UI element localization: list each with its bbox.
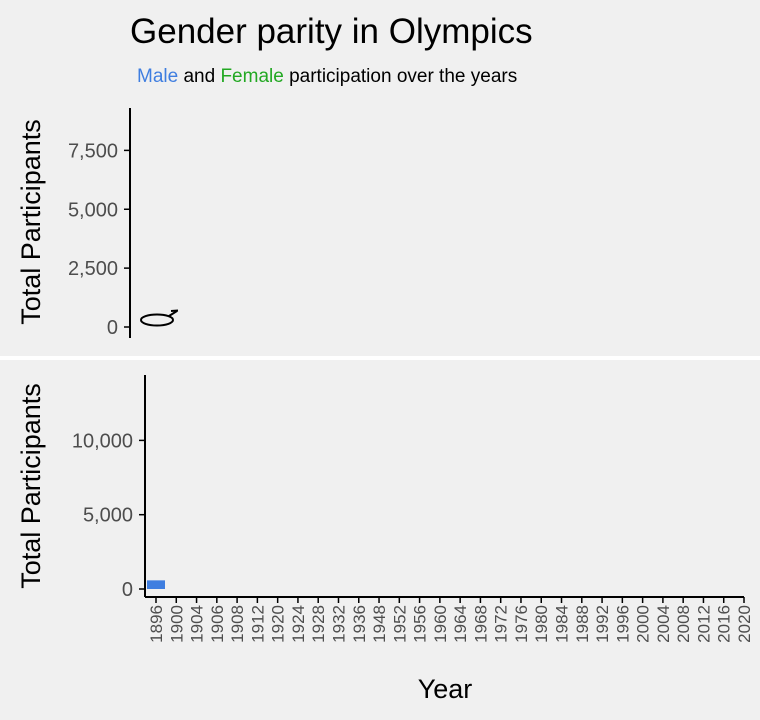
x-tick-label: 1932 — [329, 605, 348, 643]
x-tick-label: 1912 — [248, 605, 267, 643]
x-tick-label: 1972 — [492, 605, 511, 643]
chart-subtitle: Male and Female participation over the y… — [137, 66, 517, 88]
x-tick-label: 1996 — [613, 605, 632, 643]
x-tick-label: 1920 — [269, 605, 288, 643]
x-tick-label: 1964 — [451, 605, 470, 643]
x-tick-label: 1960 — [431, 605, 450, 643]
x-tick-label: 2020 — [735, 605, 754, 643]
chart-title: Gender parity in Olympics — [130, 12, 533, 51]
bottom-y-tick-label: 10,000 — [72, 430, 133, 452]
x-tick-label: 1948 — [370, 605, 389, 643]
x-tick-label: 2004 — [654, 605, 673, 643]
x-tick-label: 1968 — [471, 605, 490, 643]
x-tick-label: 1988 — [573, 605, 592, 643]
x-axis-title: Year — [418, 674, 473, 704]
male-symbol-icon — [140, 309, 179, 327]
subtitle-male-word: Male — [137, 66, 179, 87]
bottom-y-tick-label: 5,000 — [83, 505, 133, 527]
top-y-tick-label: 2,500 — [68, 258, 118, 280]
x-tick-label: 2000 — [634, 605, 653, 643]
x-tick-label: 1956 — [411, 605, 430, 643]
bottom-y-axis-title: Total Participants — [16, 383, 46, 589]
x-tick-label: 1908 — [228, 605, 247, 643]
top-y-tick-label: 7,500 — [68, 140, 118, 162]
x-tick-label: 2012 — [694, 605, 713, 643]
x-tick-label: 1924 — [289, 605, 308, 643]
top-y-tick-label: 0 — [107, 317, 118, 339]
x-tick-label: 1928 — [309, 605, 328, 643]
x-tick-label: 1900 — [167, 605, 186, 643]
x-tick-label: 2016 — [715, 605, 734, 643]
subtitle-and-word: and — [178, 66, 221, 87]
x-tick-label: 1992 — [593, 605, 612, 643]
bar — [147, 580, 165, 589]
top-panel-background — [0, 0, 760, 356]
x-tick-label: 1936 — [350, 605, 369, 643]
x-tick-label: 1896 — [147, 605, 166, 643]
subtitle-rest: participation over the years — [283, 66, 518, 87]
top-y-axis-title: Total Participants — [16, 119, 46, 325]
x-tick-label: 2008 — [674, 605, 693, 643]
x-tick-label: 1952 — [390, 605, 409, 643]
subtitle-female-word: Female — [220, 66, 284, 87]
x-tick-label: 1984 — [553, 605, 572, 643]
x-tick-label: 1976 — [512, 605, 531, 643]
top-y-tick-label: 5,000 — [68, 199, 118, 221]
x-tick-label: 1906 — [208, 605, 227, 643]
bottom-y-tick-label: 0 — [122, 579, 133, 601]
x-tick-label: 1904 — [188, 605, 207, 643]
bottom-panel-background — [0, 360, 760, 720]
x-tick-label: 1980 — [532, 605, 551, 643]
